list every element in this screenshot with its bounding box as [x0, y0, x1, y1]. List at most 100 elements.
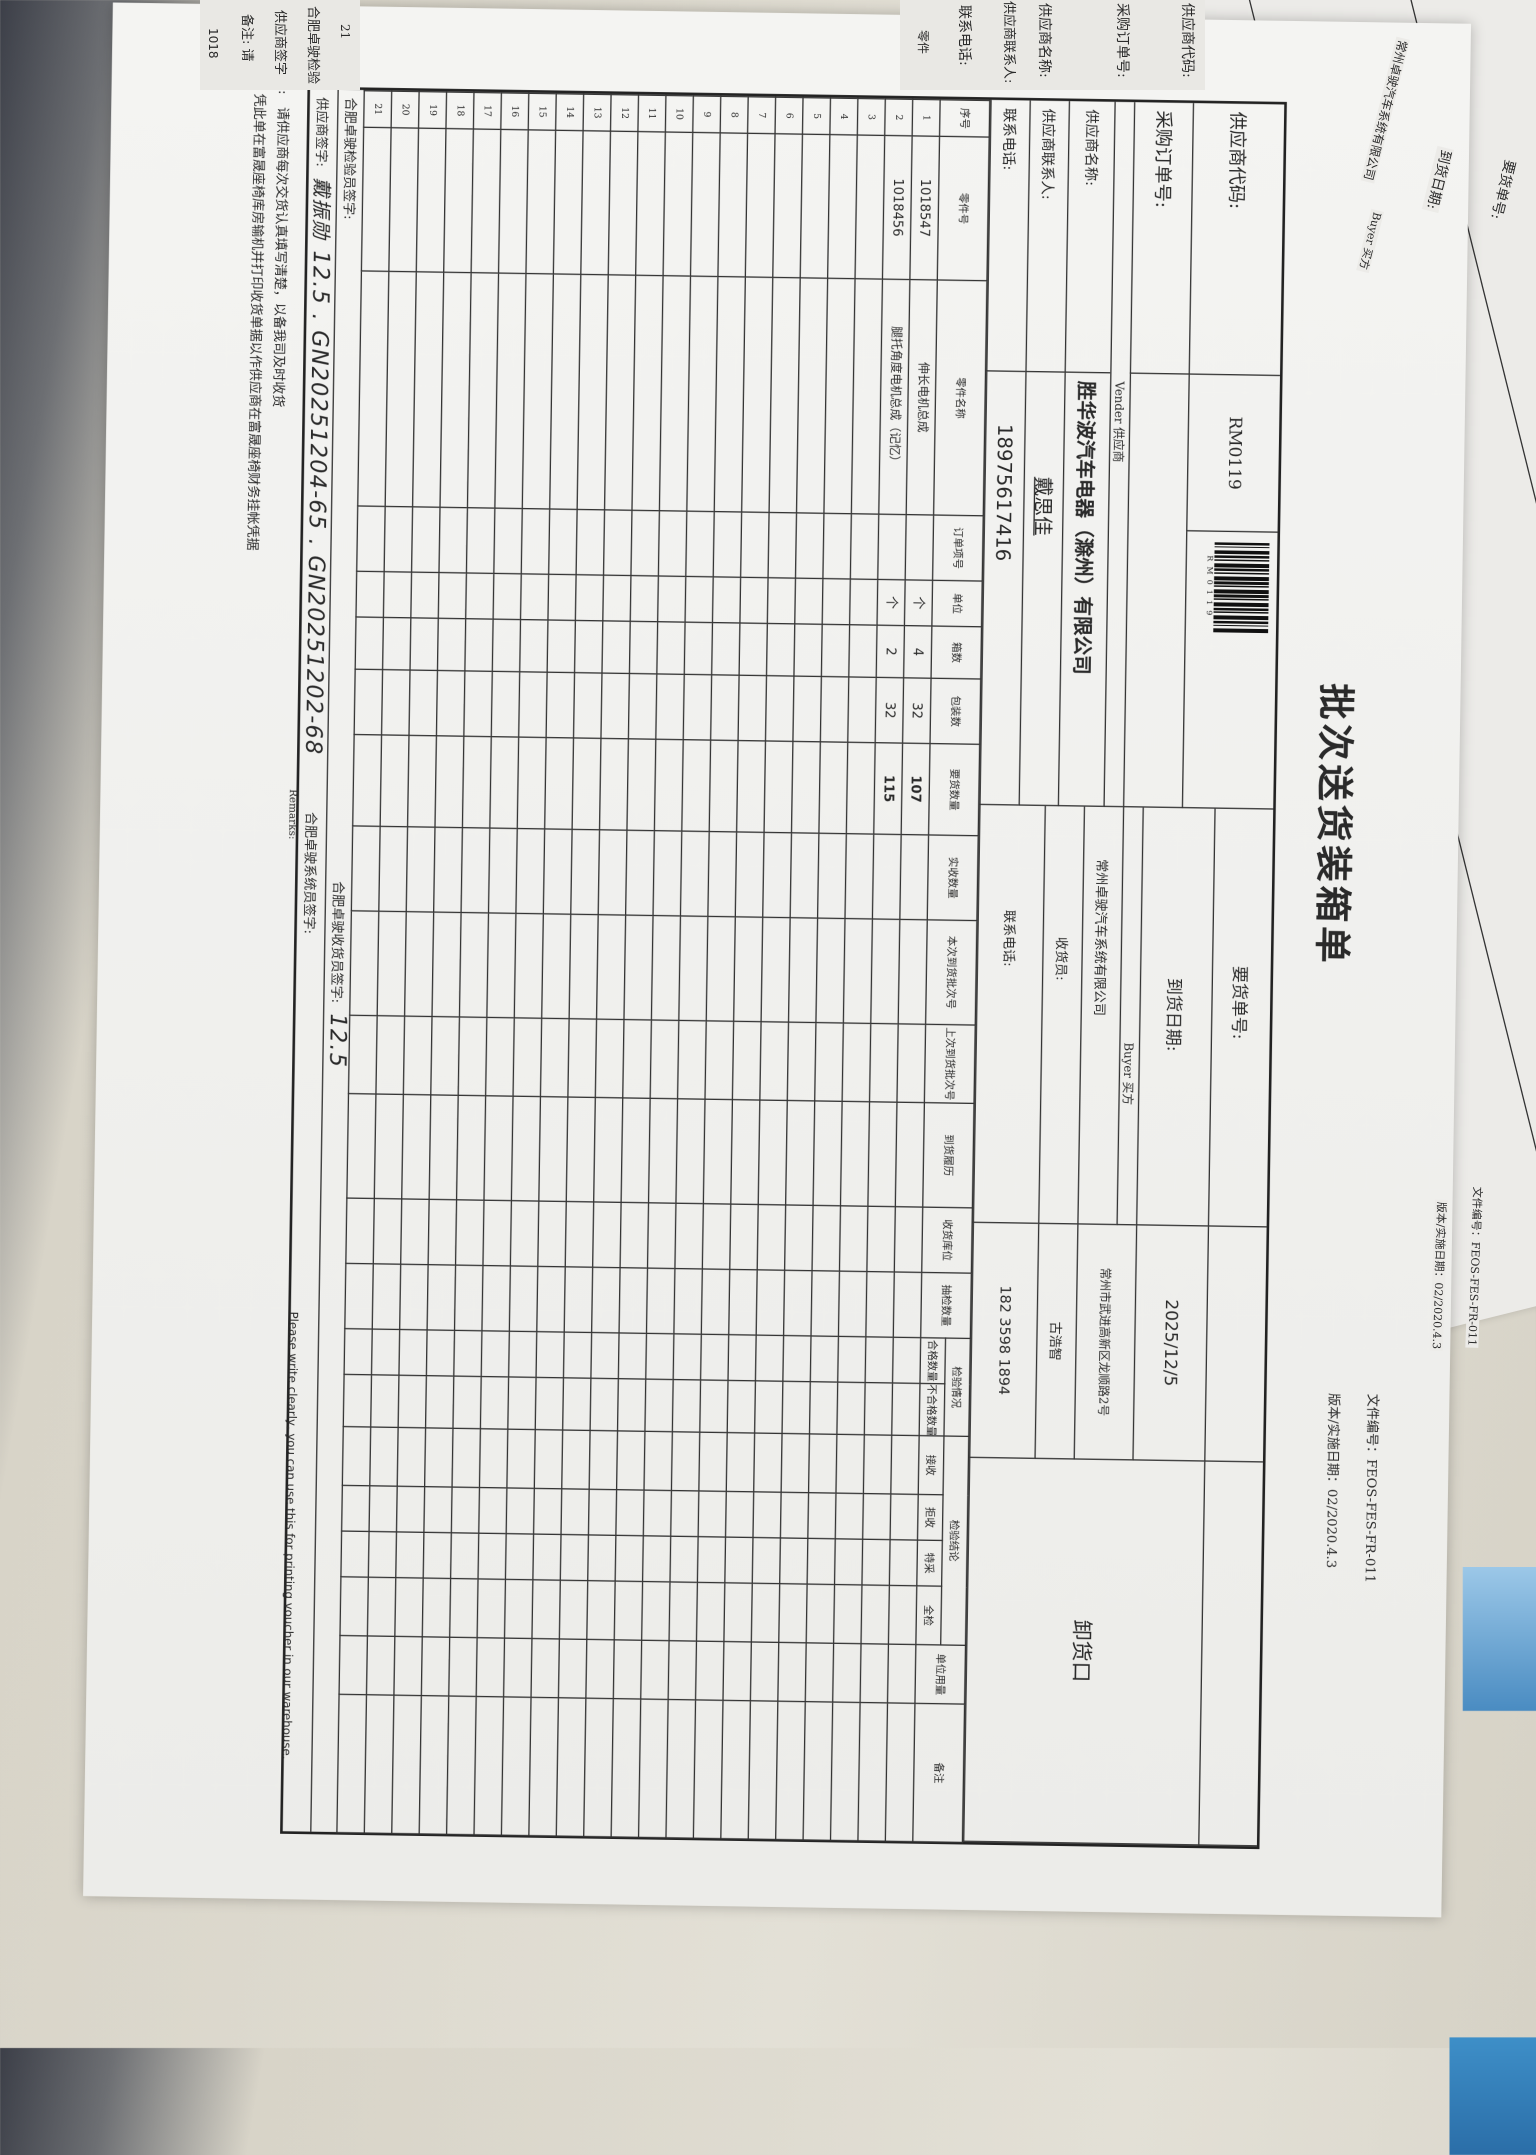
table-cell	[707, 831, 737, 917]
table-cell	[738, 675, 767, 741]
supplier-contact-value: 戴思佳	[1018, 372, 1065, 807]
table-cell	[713, 511, 742, 578]
table-cell	[615, 1535, 644, 1582]
table-cell	[548, 508, 578, 575]
table-cell	[517, 737, 547, 829]
table-cell	[440, 272, 472, 508]
table-cell	[580, 130, 611, 275]
table-cell	[698, 1432, 728, 1492]
table-cell	[654, 739, 684, 832]
table-cell	[843, 918, 873, 1024]
table-cell: 2	[876, 625, 905, 678]
table-cell	[593, 1097, 623, 1203]
table-cell: 9	[692, 95, 721, 133]
table-cell	[560, 1534, 589, 1581]
column-header: 合格数量	[919, 1337, 946, 1384]
table-cell	[629, 621, 658, 674]
table-cell	[430, 1016, 460, 1096]
table-cell	[501, 1696, 532, 1836]
table-cell: 20	[391, 91, 420, 129]
po-value	[1122, 373, 1189, 809]
table-cell	[564, 1266, 593, 1333]
table-cell	[494, 273, 526, 509]
table-cell	[659, 275, 691, 512]
table-cell	[521, 508, 550, 575]
table-cell	[617, 1378, 646, 1432]
table-cell	[861, 1539, 891, 1586]
table-cell	[836, 1382, 866, 1435]
table-cell	[838, 1271, 867, 1337]
table-cell	[371, 1329, 400, 1376]
table-cell	[647, 1202, 676, 1269]
table-cell	[807, 1538, 836, 1585]
table-cell	[788, 917, 818, 1023]
table-cell	[471, 128, 501, 274]
table-cell	[506, 1429, 536, 1489]
table-cell	[837, 1336, 866, 1383]
table-cell	[348, 1015, 378, 1095]
table-cell: 21	[363, 90, 392, 128]
table-cell	[433, 827, 463, 913]
table-cell	[671, 1431, 700, 1491]
table-cell	[651, 915, 681, 1021]
table-cell	[722, 1641, 752, 1701]
order-no-value	[1204, 1226, 1267, 1463]
table-cell	[587, 1534, 616, 1582]
table-cell	[782, 1335, 812, 1382]
table-cell	[427, 1264, 456, 1331]
table-cell	[701, 1268, 730, 1335]
table-cell	[416, 128, 446, 273]
barcode-cell: RM0119	[1181, 531, 1278, 810]
table-cell: 13	[583, 94, 612, 132]
table-cell	[739, 622, 768, 676]
table-cell: 17	[473, 92, 502, 130]
table-cell	[848, 624, 878, 678]
table-cell	[380, 734, 409, 827]
table-cell	[765, 675, 794, 742]
table-cell	[540, 1018, 570, 1098]
table-cell	[569, 914, 599, 1020]
table-cell	[596, 914, 626, 1020]
table-cell	[796, 277, 828, 514]
table-cell	[383, 571, 412, 618]
table-cell	[372, 1263, 401, 1330]
table-cell	[817, 833, 847, 919]
table-cell	[346, 1093, 376, 1199]
table-cell	[613, 1639, 642, 1700]
table-cell	[663, 132, 693, 277]
table-cell	[438, 572, 467, 619]
table-cell	[589, 1430, 618, 1490]
table-cell: 伸长电机总成	[906, 279, 938, 516]
table-cell	[861, 1584, 890, 1645]
table-cell	[752, 1491, 782, 1538]
table-cell	[547, 574, 577, 621]
arrival-date-label: 到货日期:	[1136, 807, 1215, 1227]
table-cell	[426, 1329, 455, 1377]
table-cell	[850, 513, 879, 580]
column-header: 不合格数量	[919, 1383, 945, 1437]
remarks-line-1: 请供应商每次交货认真填写清楚，以备我司及时收货	[269, 106, 289, 408]
supplier-name-label: 供应商名称:	[1064, 101, 1115, 374]
table-cell	[648, 1098, 678, 1204]
table-cell	[369, 1427, 399, 1487]
table-cell	[626, 738, 656, 831]
table-cell	[638, 1699, 669, 1838]
table-cell	[425, 1375, 454, 1429]
column-header: 要货数量	[928, 743, 980, 836]
table-cell	[893, 1271, 922, 1338]
table-cell	[777, 1642, 807, 1702]
table-cell	[700, 1334, 729, 1381]
table-cell	[812, 1205, 841, 1272]
table-cell	[432, 912, 462, 1017]
remarks-label: 备注:	[274, 63, 290, 95]
table-cell	[674, 1203, 704, 1269]
table-cell	[628, 673, 657, 740]
table-cell	[481, 1265, 511, 1332]
table-cell	[453, 1330, 482, 1377]
receiver-handwriting: 12.5	[324, 1013, 352, 1069]
table-cell	[452, 1376, 482, 1429]
table-cell	[351, 825, 381, 912]
table-cell	[767, 577, 796, 624]
table-cell	[549, 273, 581, 510]
table-cell	[399, 1264, 429, 1330]
